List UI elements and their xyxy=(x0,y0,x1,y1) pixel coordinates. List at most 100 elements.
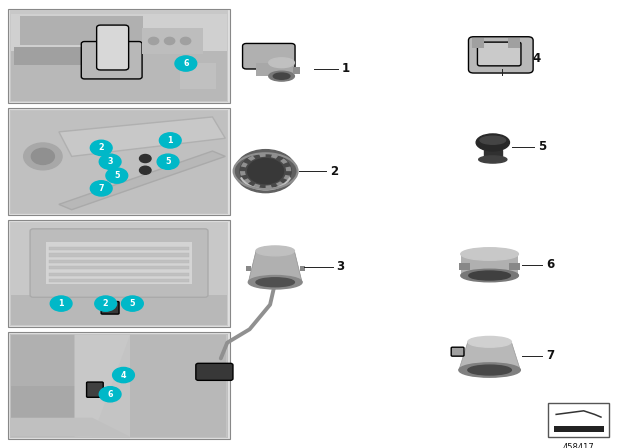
Wedge shape xyxy=(248,155,255,161)
Bar xyxy=(10,10,228,102)
Circle shape xyxy=(175,56,196,71)
Bar xyxy=(300,266,305,271)
Ellipse shape xyxy=(484,155,502,161)
Bar xyxy=(293,67,300,74)
Bar xyxy=(8,108,230,215)
FancyBboxPatch shape xyxy=(30,229,208,297)
Text: 3: 3 xyxy=(337,260,345,273)
Bar xyxy=(11,223,227,325)
Bar xyxy=(49,279,189,282)
Text: 6: 6 xyxy=(183,59,189,68)
FancyBboxPatch shape xyxy=(451,347,464,356)
Text: 4: 4 xyxy=(121,370,126,379)
Ellipse shape xyxy=(459,363,520,377)
Circle shape xyxy=(157,154,179,169)
Circle shape xyxy=(95,296,116,311)
Bar xyxy=(11,111,227,213)
Text: 1: 1 xyxy=(168,136,173,145)
Text: 458417: 458417 xyxy=(563,443,595,448)
FancyBboxPatch shape xyxy=(468,37,533,73)
Bar xyxy=(10,110,228,214)
Bar xyxy=(554,426,604,432)
FancyBboxPatch shape xyxy=(101,302,119,314)
Bar xyxy=(49,247,189,250)
Ellipse shape xyxy=(468,365,511,375)
Text: 1: 1 xyxy=(58,299,64,308)
Text: 4: 4 xyxy=(532,52,541,65)
Bar xyxy=(8,220,230,327)
Circle shape xyxy=(24,143,62,170)
Text: 2: 2 xyxy=(330,164,339,178)
Polygon shape xyxy=(59,117,225,156)
Polygon shape xyxy=(59,151,225,210)
FancyBboxPatch shape xyxy=(86,382,103,397)
Bar xyxy=(11,49,227,101)
Bar xyxy=(49,254,189,257)
Circle shape xyxy=(122,296,143,311)
Wedge shape xyxy=(280,159,288,164)
Circle shape xyxy=(140,155,151,163)
Circle shape xyxy=(164,37,175,44)
FancyBboxPatch shape xyxy=(243,43,295,69)
Circle shape xyxy=(140,166,151,174)
Bar xyxy=(14,47,81,65)
Bar xyxy=(180,63,216,89)
Bar xyxy=(11,295,227,325)
Circle shape xyxy=(159,133,181,148)
Bar xyxy=(10,222,228,326)
Circle shape xyxy=(90,140,112,155)
Ellipse shape xyxy=(256,278,294,287)
Polygon shape xyxy=(74,335,130,437)
Text: 3: 3 xyxy=(108,157,113,166)
Text: 7: 7 xyxy=(99,184,104,193)
FancyBboxPatch shape xyxy=(97,25,129,70)
Circle shape xyxy=(113,367,134,383)
Text: 6: 6 xyxy=(546,258,554,271)
Text: 2: 2 xyxy=(103,299,109,308)
Wedge shape xyxy=(285,167,291,171)
Bar xyxy=(508,38,520,48)
Circle shape xyxy=(248,159,284,184)
Circle shape xyxy=(51,296,72,311)
Bar xyxy=(509,263,520,270)
Circle shape xyxy=(99,154,121,169)
Bar xyxy=(10,334,228,438)
Circle shape xyxy=(99,387,121,402)
Bar xyxy=(49,266,189,269)
FancyBboxPatch shape xyxy=(81,42,142,79)
Bar xyxy=(256,63,294,76)
Bar xyxy=(8,332,230,439)
Ellipse shape xyxy=(269,58,294,68)
Wedge shape xyxy=(276,181,284,187)
Circle shape xyxy=(90,181,112,196)
Wedge shape xyxy=(284,175,291,180)
Bar xyxy=(484,150,502,158)
Ellipse shape xyxy=(461,269,518,282)
Bar xyxy=(548,403,609,437)
Text: 5: 5 xyxy=(538,140,547,154)
Wedge shape xyxy=(271,154,278,159)
Bar xyxy=(142,28,203,54)
Circle shape xyxy=(31,148,54,164)
Ellipse shape xyxy=(269,71,294,81)
Text: 2: 2 xyxy=(99,143,104,152)
Text: 5: 5 xyxy=(130,299,135,308)
Polygon shape xyxy=(248,251,302,282)
Ellipse shape xyxy=(248,276,302,289)
Circle shape xyxy=(106,168,128,183)
Text: 7: 7 xyxy=(546,349,554,362)
Ellipse shape xyxy=(468,336,511,347)
Wedge shape xyxy=(240,171,246,176)
Bar xyxy=(130,335,226,437)
Text: 6: 6 xyxy=(108,390,113,399)
Bar xyxy=(11,335,227,437)
Ellipse shape xyxy=(468,271,511,280)
Polygon shape xyxy=(459,342,520,370)
Text: 5: 5 xyxy=(165,157,171,166)
Ellipse shape xyxy=(461,248,518,260)
Ellipse shape xyxy=(273,73,290,79)
Ellipse shape xyxy=(479,156,507,163)
Circle shape xyxy=(235,150,296,193)
Bar xyxy=(461,254,518,276)
Wedge shape xyxy=(253,184,260,189)
